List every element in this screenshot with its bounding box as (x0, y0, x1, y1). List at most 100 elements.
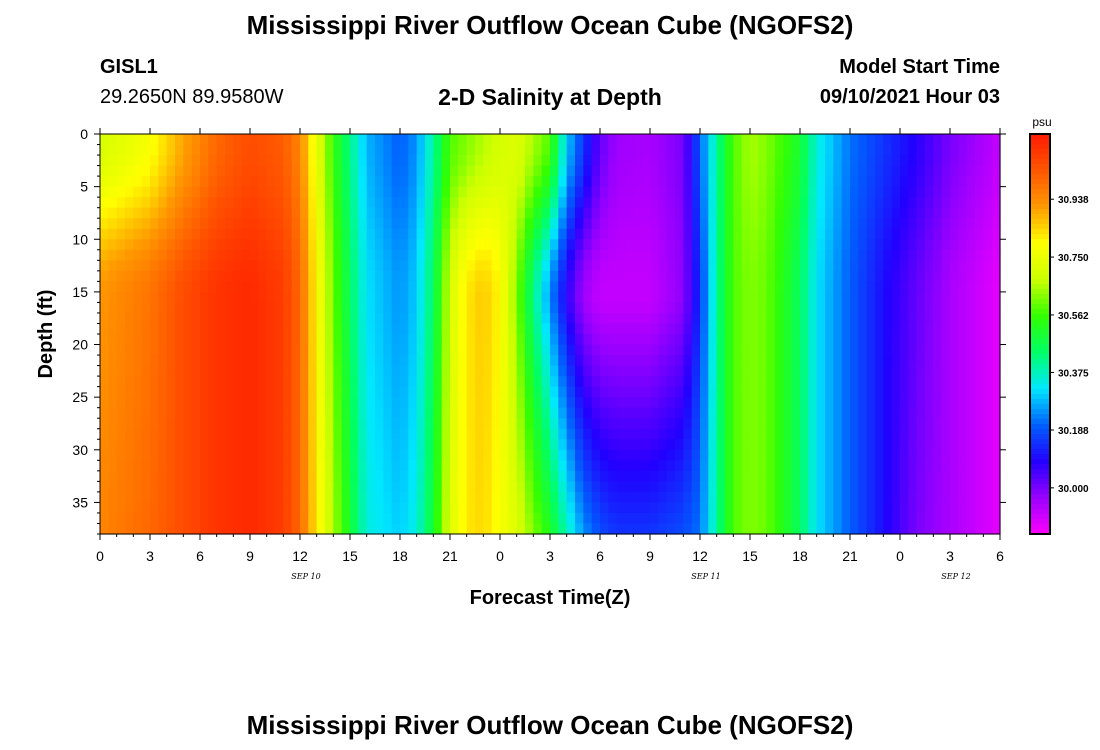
heatmap-cell (600, 302, 609, 314)
heatmap-cell (316, 291, 326, 304)
heatmap-cell (875, 165, 884, 177)
heatmap-cell (333, 449, 343, 461)
heatmap-cell (908, 481, 918, 493)
heatmap-cell (925, 470, 934, 482)
heatmap-cell (316, 270, 326, 282)
heatmap-cell (425, 186, 434, 198)
heatmap-cell (883, 407, 893, 419)
heatmap-cell (825, 355, 834, 367)
heatmap-cell (166, 197, 176, 209)
heatmap-cell (925, 218, 934, 230)
heatmap-cell (108, 186, 118, 198)
heatmap-cell (641, 386, 651, 398)
heatmap-cell (800, 197, 809, 209)
heatmap-cell (508, 134, 518, 146)
heatmap-cell (600, 418, 609, 430)
heatmap-cell (891, 334, 901, 346)
heatmap-cell (858, 302, 868, 314)
heatmap-cell (725, 302, 734, 314)
heatmap-cell (408, 334, 418, 346)
heatmap-cell (858, 134, 868, 146)
heatmap-cell (258, 197, 268, 209)
heatmap-cell (208, 491, 218, 504)
heatmap-cell (150, 155, 159, 167)
heatmap-cell (416, 481, 426, 493)
heatmap-cell (825, 218, 834, 230)
heatmap-cell (950, 397, 959, 409)
heatmap-cell (341, 397, 351, 409)
heatmap-cell (583, 376, 593, 388)
heatmap-cell (233, 239, 243, 251)
heatmap-cell (858, 439, 868, 451)
heatmap-cell (816, 239, 826, 251)
heatmap-cell (483, 376, 493, 388)
heatmap-cell (733, 460, 743, 472)
heatmap-cell (483, 428, 493, 440)
heatmap-cell (533, 239, 543, 251)
heatmap-cell (691, 270, 701, 282)
heatmap-cell (833, 418, 843, 430)
heatmap-cell (216, 365, 226, 377)
heatmap-cell (308, 291, 318, 304)
heatmap-cell (583, 176, 593, 188)
heatmap-cell (200, 428, 209, 440)
heatmap-cell (533, 323, 543, 335)
heatmap-cell (391, 512, 401, 525)
heatmap-cell (791, 449, 801, 461)
heatmap-cell (575, 144, 584, 156)
heatmap-cell (125, 407, 134, 419)
heatmap-cell (675, 323, 684, 335)
heatmap-cell (441, 376, 451, 388)
heatmap-cell (241, 312, 251, 325)
heatmap-cell (166, 260, 176, 272)
heatmap-cell (658, 144, 668, 156)
heatmap-cell (133, 323, 143, 335)
heatmap-cell (425, 470, 434, 482)
heatmap-cell (658, 281, 668, 293)
heatmap-cell (983, 376, 993, 388)
heatmap-cell (741, 334, 751, 346)
heatmap-cell (608, 428, 618, 440)
heatmap-cell (691, 228, 701, 240)
heatmap-cell (291, 439, 301, 451)
heatmap-cell (258, 470, 268, 482)
heatmap-cell (166, 397, 176, 409)
heatmap-cell (175, 239, 184, 251)
heatmap-cell (158, 249, 168, 261)
colorbar-segment (1030, 304, 1050, 310)
heatmap-cell (233, 165, 243, 177)
heatmap-cell (950, 460, 959, 472)
heatmap-cell (883, 270, 893, 282)
heatmap-cell (233, 302, 243, 314)
colorbar-segment (1030, 374, 1050, 380)
heatmap-cell (558, 407, 568, 419)
heatmap-cell (816, 365, 826, 377)
heatmap-cell (358, 281, 368, 293)
heatmap-cell (858, 365, 868, 377)
heatmap-cell (433, 239, 443, 251)
heatmap-cell (150, 323, 159, 335)
heatmap-cell (466, 207, 476, 219)
heatmap-cell (683, 302, 693, 314)
heatmap-cell (266, 197, 276, 209)
heatmap-cell (700, 376, 709, 388)
heatmap-cell (250, 270, 259, 282)
heatmap-cell (875, 407, 884, 419)
heatmap-cell (875, 397, 884, 409)
heatmap-cell (166, 481, 176, 493)
heatmap-cell (383, 249, 393, 261)
heatmap-cell (400, 144, 409, 156)
heatmap-cell (350, 376, 359, 388)
heatmap-cell (783, 397, 793, 409)
heatmap-cell (791, 365, 801, 377)
heatmap-cell (508, 176, 518, 188)
heatmap-cell (558, 481, 568, 493)
heatmap-cell (266, 428, 276, 440)
heatmap-cell (608, 218, 618, 230)
heatmap-cell (725, 207, 734, 219)
heatmap-cell (258, 165, 268, 177)
heatmap-cell (583, 144, 593, 156)
heatmap-cell (541, 502, 551, 514)
heatmap-cell (466, 239, 476, 251)
heatmap-cell (266, 165, 276, 177)
